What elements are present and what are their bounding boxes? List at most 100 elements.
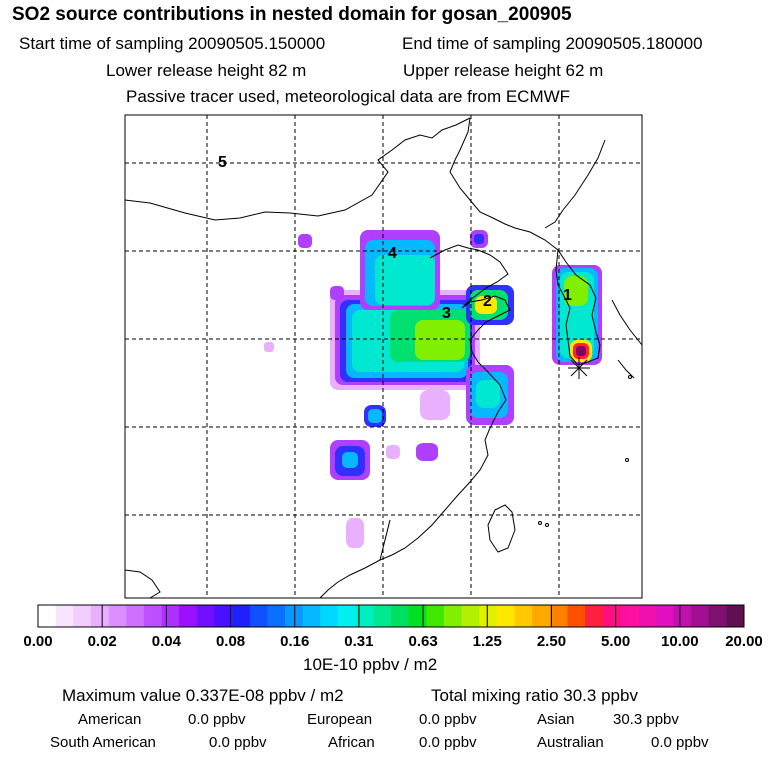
colorbar-swatch [549,605,568,627]
japan-coast [611,299,642,379]
region-name-european: European [307,711,373,728]
colorbar-swatch [638,605,657,627]
chart-title: SO2 source contributions in nested domai… [12,4,572,25]
colorbar-swatch [408,605,427,627]
colorbar-swatch [602,605,621,627]
map-frame [124,114,643,599]
plume-cell [386,445,400,459]
east-china-coast [319,361,507,598]
colorbar-tick-label: 0.16 [280,633,309,650]
colorbar-tick-label: 0.63 [408,633,437,650]
island [545,523,549,527]
island [538,521,542,525]
colorbar-swatch [320,605,339,627]
region-name-american: American [78,711,142,728]
colorbar-swatch [214,605,233,627]
colorbar-swatch [38,605,56,627]
plume-cell [342,452,358,468]
colorbar-tick-label: 1.25 [473,633,502,650]
region-name-south-american: South American [50,734,156,751]
colorbar-swatch [708,605,727,627]
colorbar-swatch [179,605,198,627]
colorbar-swatch [338,605,356,627]
colorbar-frame [37,604,745,628]
coastlines [125,117,642,598]
region-value-south-american: 0.0 ppbv [209,734,267,751]
plume-cell [476,380,500,408]
region-value-american: 0.0 ppbv [188,711,246,728]
plume-cell [415,320,465,360]
colorbar-swatch [479,605,498,627]
source-label-1: 1 [563,287,572,304]
mongolia-border [125,117,471,221]
end-time: End time of sampling 20090505.180000 [402,34,703,53]
colorbar-tick-label: 0.08 [216,633,245,650]
bohai-coast [429,244,509,309]
plume-field [264,230,602,548]
plume-cell [264,342,274,352]
colorbar-tick-label: 10.00 [661,633,699,650]
colorbar-swatch [267,605,286,627]
max-value: Maximum value 0.337E-08 ppbv / m2 [62,686,344,705]
island [628,375,632,379]
colorbar-swatch [443,605,462,627]
region-name-asian: Asian [537,711,575,728]
colorbar-tick-label: 0.04 [152,633,182,650]
colorbar-swatch [373,605,392,627]
graticule [125,115,642,598]
upper-release-height: Upper release height 62 m [403,61,604,80]
colorbar-tick-labels: 0.00 0.02 0.04 0.08 0.16 0.31 0.63 1.25 2.50 5.00… [23,633,762,650]
plume-cell [298,234,312,248]
plume-cell [416,443,438,461]
region-value-australian: 0.0 ppbv [651,734,709,751]
colorbar-swatch [126,605,145,627]
colorbar-swatch [143,605,162,627]
colorbar [37,604,745,628]
colorbar-swatch [302,605,321,627]
colorbar-tick-label: 0.02 [88,633,117,650]
source-label-4: 4 [388,245,397,262]
shandong-coast [461,295,511,363]
plume-cell [576,346,586,356]
region-value-african: 0.0 ppbv [419,734,477,751]
plume-cell [346,518,364,548]
colorbar-tick-label: 5.00 [601,633,630,650]
taiwan-coast [487,504,516,553]
colorbar-swatch [90,605,109,627]
colorbar-swatch [461,605,480,627]
colorbar-tick-label: 0.00 [23,633,52,650]
manchuria-border [449,117,559,251]
hainan-coast [125,569,161,598]
island [625,458,629,462]
colorbar-swatch [249,605,268,627]
colorbar-swatch [355,605,374,627]
colorbar-tick-label: 20.00 [725,633,763,650]
region-value-european: 0.0 ppbv [419,711,477,728]
plume-cell [375,255,435,305]
colorbar-swatch [196,605,215,627]
plume-cell [368,409,382,423]
colorbar-tick-label: 2.50 [537,633,566,650]
colorbar-units: 10E-10 ppbv / m2 [303,655,438,674]
colorbar-swatch [726,605,745,627]
region-value-asian: 30.3 ppbv [613,711,679,728]
lower-release-height: Lower release height 82 m [106,61,307,80]
plume-cell [474,234,484,244]
passive-tracer-note: Passive tracer used, meteorological data… [126,87,571,106]
colorbar-swatch [514,605,533,627]
plume-cell [330,286,344,300]
plume-cell [564,276,588,306]
source-label-5: 5 [218,154,227,171]
colorbar-swatch [620,605,639,627]
region-name-australian: Australian [537,734,604,751]
colorbar-swatch [391,605,409,627]
korea-coast [555,248,601,366]
colorbar-swatch [55,605,74,627]
source-label-3: 3 [442,305,451,322]
colorbar-swatch [691,605,709,627]
receptor-marker [568,357,590,379]
colorbar-swatch [496,605,515,627]
colorbar-swatch [108,605,127,627]
plume-cell [420,390,450,420]
